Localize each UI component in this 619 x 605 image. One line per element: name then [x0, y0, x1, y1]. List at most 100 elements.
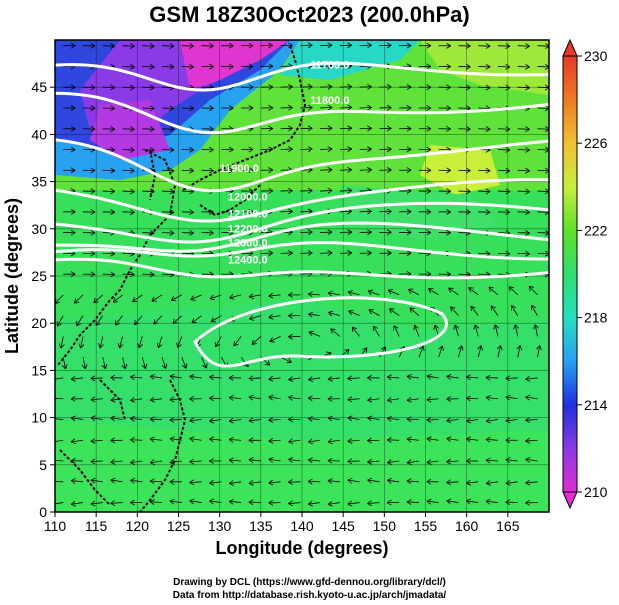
wind-arrowhead: [228, 480, 234, 486]
wind-arrowhead: [387, 397, 393, 403]
wind-arrowhead: [426, 396, 432, 403]
wind-streamline: [446, 481, 459, 483]
wind-streamline: [60, 336, 64, 349]
wind-streamline: [359, 190, 372, 192]
wind-streamline: [189, 500, 202, 503]
wind-streamline: [110, 502, 123, 504]
wind-streamline: [151, 294, 163, 302]
wind-arrowhead: [208, 105, 214, 112]
contour-line: [55, 201, 549, 244]
wind-streamline: [446, 419, 459, 422]
wind-streamline: [134, 315, 143, 326]
wind-arrowhead: [90, 458, 96, 465]
wind-arrowhead: [110, 500, 116, 507]
wind-arrowhead: [386, 104, 392, 111]
wind-arrowhead: [485, 167, 491, 174]
wind-arrowhead: [228, 42, 234, 49]
wind-arrowhead: [169, 146, 175, 153]
wind-arrowhead: [202, 363, 208, 369]
x-tick-label: 115: [85, 518, 108, 534]
y-tick-label: 35: [31, 174, 47, 190]
wind-arrowhead: [210, 317, 216, 323]
wind-streamline: [201, 357, 207, 369]
wind-arrowhead: [110, 188, 115, 195]
wind-arrowhead: [189, 479, 195, 486]
wind-arrowhead: [129, 84, 135, 91]
y-axis-label: Latitude (degrees): [2, 198, 22, 354]
contour-line: [55, 178, 549, 223]
wind-arrowhead: [426, 229, 432, 236]
wind-streamline: [408, 289, 420, 296]
wind-arrowhead: [367, 500, 373, 507]
wind-arrowhead: [95, 320, 101, 326]
wind-arrowhead: [446, 417, 452, 424]
wind-streamline: [505, 481, 518, 484]
wind-streamline: [367, 460, 380, 463]
wind-streamline: [209, 500, 222, 503]
wind-arrowhead: [288, 479, 293, 486]
wind-arrowhead: [189, 436, 195, 442]
wind-streamline: [150, 438, 163, 441]
wind-arrowhead: [466, 374, 471, 381]
wind-streamline: [308, 293, 321, 296]
wind-arrowhead: [328, 310, 334, 317]
colorbar-gradient: [562, 55, 578, 493]
wind-arrowhead: [406, 229, 412, 236]
wind-arrowhead: [268, 167, 274, 174]
wind-streamline: [497, 190, 510, 193]
wind-streamline: [517, 128, 530, 130]
colorbar-bottom-arrow: [562, 491, 578, 510]
y-tick-label: 40: [31, 126, 47, 142]
wind-streamline: [320, 252, 333, 254]
wind-streamline: [478, 66, 491, 68]
wind-arrowhead: [288, 438, 294, 445]
wind-arrowhead: [129, 167, 135, 174]
wind-arrowhead: [307, 125, 313, 132]
wind-arrowhead: [129, 209, 135, 216]
wind-streamline: [367, 417, 380, 420]
wind-streamline: [485, 439, 498, 441]
wind-streamline: [347, 417, 360, 420]
wind-arrowhead: [347, 229, 353, 236]
wind-arrowhead: [129, 126, 135, 133]
x-tick-label: 165: [496, 518, 520, 534]
wind-streamline: [300, 44, 313, 47]
wind-arrowhead: [110, 105, 115, 112]
wind-arrowhead: [530, 304, 537, 311]
x-axis-label: Longitude (degrees): [215, 538, 388, 558]
wind-streamline: [494, 324, 499, 337]
wind-arrowhead: [288, 104, 293, 111]
wind-arrowhead: [510, 305, 516, 311]
wind-arrowhead: [406, 104, 412, 111]
wind-streamline: [141, 357, 146, 369]
wind-streamline: [268, 294, 281, 297]
wind-streamline: [300, 107, 313, 109]
wind-arrowhead: [190, 295, 196, 301]
wind-streamline: [517, 190, 530, 193]
x-tick-label: 130: [208, 518, 232, 534]
wind-arrowhead: [525, 126, 530, 133]
wind-streamline: [161, 357, 167, 369]
wind-arrowhead: [525, 63, 530, 70]
wind-arrowhead: [169, 478, 175, 485]
wind-arrowhead: [90, 500, 96, 507]
wind-arrowhead: [288, 457, 294, 463]
wind-streamline: [450, 306, 459, 316]
wind-streamline: [229, 459, 242, 462]
colorbar-tick-label: 226: [584, 135, 608, 151]
wind-streamline: [71, 502, 84, 505]
wind-streamline: [142, 86, 155, 89]
y-tick-label: 10: [31, 410, 47, 426]
wind-streamline: [327, 502, 340, 505]
wind-streamline: [508, 286, 518, 296]
wind-arrowhead: [307, 500, 313, 507]
wind-streamline: [339, 106, 352, 109]
wind-streamline: [359, 231, 372, 233]
wind-arrowhead: [525, 167, 530, 174]
wind-arrowhead: [426, 373, 432, 380]
wind-arrowhead: [466, 417, 472, 424]
wind-arrowhead: [426, 42, 432, 49]
contour-label: 11700.0: [310, 59, 349, 71]
wind-streamline: [466, 500, 479, 503]
wind-arrowhead: [488, 286, 494, 292]
